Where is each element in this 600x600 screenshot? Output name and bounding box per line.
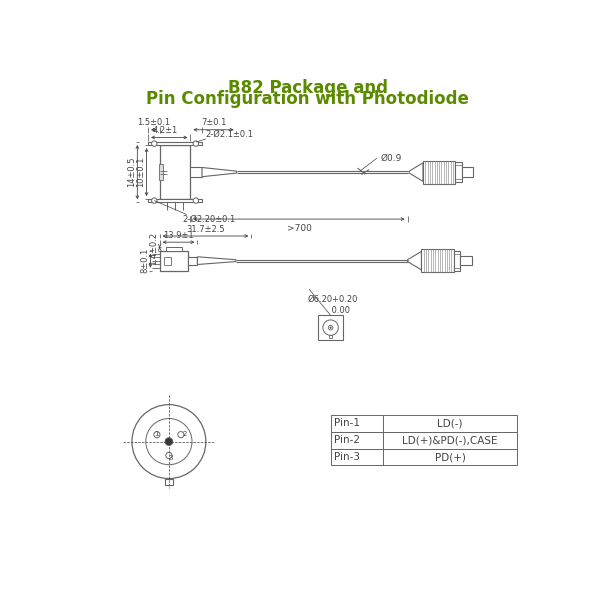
Circle shape: [166, 452, 172, 458]
Circle shape: [152, 141, 157, 146]
Text: Ø0.9: Ø0.9: [380, 154, 402, 163]
Bar: [331, 431, 517, 449]
Polygon shape: [197, 257, 236, 265]
Bar: [318, 316, 343, 340]
Circle shape: [178, 431, 184, 438]
Text: 4.2±1: 4.2±1: [153, 126, 178, 135]
Text: LD(+)&PD(-),CASE: LD(+)&PD(-),CASE: [402, 435, 498, 445]
Text: 1.5±0.1: 1.5±0.1: [137, 118, 170, 127]
Bar: [165, 479, 173, 485]
Polygon shape: [407, 251, 421, 270]
Text: 1.4±0.2: 1.4±0.2: [149, 232, 158, 265]
Text: Pin-1: Pin-1: [334, 418, 359, 428]
Circle shape: [132, 404, 206, 479]
Bar: [160, 145, 190, 199]
Bar: [188, 257, 197, 265]
Circle shape: [154, 431, 160, 438]
Text: >700: >700: [287, 224, 311, 233]
Bar: [454, 251, 460, 271]
Text: 2-Ø2.1±0.1: 2-Ø2.1±0.1: [206, 130, 254, 139]
Bar: [148, 199, 202, 202]
Circle shape: [152, 198, 157, 203]
Polygon shape: [409, 163, 423, 181]
Circle shape: [323, 320, 338, 335]
Bar: [423, 161, 455, 184]
Text: Pin Configuration with Photodiode: Pin Configuration with Photodiode: [146, 91, 469, 109]
Text: 2: 2: [182, 431, 187, 437]
Bar: [331, 449, 517, 466]
Bar: [460, 256, 472, 265]
Text: 10±0.1: 10±0.1: [136, 157, 145, 187]
Circle shape: [328, 325, 333, 330]
Polygon shape: [202, 167, 236, 177]
Circle shape: [330, 327, 331, 328]
Text: LD(-): LD(-): [437, 418, 463, 428]
Bar: [164, 257, 171, 265]
Text: 31.7±2.5: 31.7±2.5: [186, 224, 225, 233]
Text: 7±0.1: 7±0.1: [201, 118, 226, 127]
Text: 2-Ø2.20±0.1: 2-Ø2.20±0.1: [183, 214, 236, 223]
Circle shape: [193, 141, 199, 146]
Text: 3: 3: [168, 455, 173, 461]
Circle shape: [146, 419, 192, 465]
Bar: [421, 249, 454, 272]
Bar: [190, 167, 202, 177]
Bar: [455, 162, 461, 182]
Text: 1: 1: [154, 431, 159, 437]
Bar: [160, 251, 188, 271]
Bar: [159, 164, 163, 180]
Text: 8±0.1: 8±0.1: [140, 248, 149, 274]
Text: B82 Package and: B82 Package and: [227, 79, 388, 97]
Bar: [461, 167, 473, 177]
Text: 13.9±1: 13.9±1: [163, 231, 194, 240]
Text: PD(+): PD(+): [434, 452, 466, 462]
Bar: [331, 415, 517, 431]
Text: Pin-3: Pin-3: [334, 452, 359, 462]
Circle shape: [165, 438, 173, 445]
Text: Pin-2: Pin-2: [334, 435, 359, 445]
Text: Ø6.20+0.20
         0.00: Ø6.20+0.20 0.00: [308, 295, 358, 314]
Bar: [148, 142, 202, 145]
Text: 14±0.5: 14±0.5: [127, 157, 136, 187]
Circle shape: [193, 198, 199, 203]
Bar: [166, 247, 182, 251]
